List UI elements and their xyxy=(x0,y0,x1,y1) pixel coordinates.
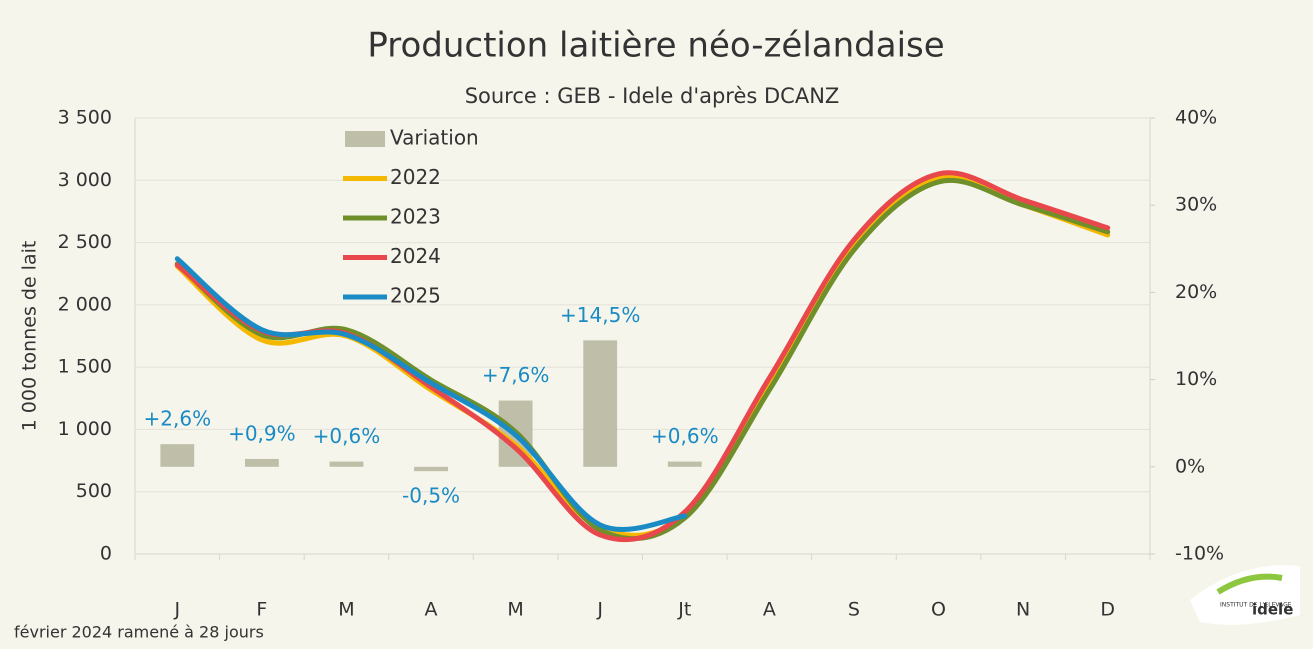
x-tick-label: M xyxy=(507,599,523,621)
y-tick-label: 1 500 xyxy=(58,356,112,378)
legend-label: Variation xyxy=(390,126,479,150)
y-tick-label: 3 500 xyxy=(58,107,112,129)
legend-label: 2023 xyxy=(390,205,441,229)
y-tick-label: 2 500 xyxy=(58,231,112,253)
legend-label: 2022 xyxy=(390,165,441,189)
data-label: +14,5% xyxy=(560,303,640,327)
y2-tick-label: 30% xyxy=(1175,194,1217,216)
x-tick-label: J xyxy=(173,599,180,621)
data-label: +0,9% xyxy=(228,421,296,445)
y2-tick-label: -10% xyxy=(1175,543,1224,565)
bar xyxy=(583,340,618,467)
line xyxy=(174,256,688,532)
x-tick-label: S xyxy=(848,599,860,621)
logo: INSTITUT DE L'ELEVAGE idele xyxy=(1190,565,1300,625)
data-label: +0,6% xyxy=(313,424,381,448)
bar xyxy=(414,466,448,472)
bar xyxy=(667,461,702,467)
bar xyxy=(244,458,279,467)
chart-title: Production laitière néo-zélandaise xyxy=(367,26,944,66)
x-tick-label: F xyxy=(256,599,267,621)
legend-swatch xyxy=(345,131,385,147)
y2-tick-label: 0% xyxy=(1175,455,1205,477)
x-tick-label: O xyxy=(931,599,946,621)
data-label: +2,6% xyxy=(144,407,212,431)
x-tick-label: M xyxy=(338,599,354,621)
chart-subtitle: Source : GEB - Idele d'après DCANZ xyxy=(465,84,840,108)
logo-swoosh xyxy=(1216,573,1283,595)
y-tick-label: 2 000 xyxy=(58,293,112,315)
x-tick-label: D xyxy=(1100,599,1115,621)
legend-label: 2025 xyxy=(390,284,441,308)
y-tick-label: 500 xyxy=(76,480,112,502)
y-axis-label: 1 000 tonnes de lait xyxy=(19,241,41,432)
logo-name: idele xyxy=(1252,601,1293,619)
logo-top: INSTITUT DE L'ELEVAGE xyxy=(1220,602,1292,609)
x-tick-label: N xyxy=(1016,599,1030,621)
footnote: février 2024 ramené à 28 jours xyxy=(14,623,264,642)
logo-shape xyxy=(1190,565,1300,625)
legend-label: 2024 xyxy=(390,244,441,268)
y-tick-label: 3 000 xyxy=(58,169,112,191)
bar xyxy=(160,444,195,467)
x-tick-label: J xyxy=(596,599,603,621)
y-tick-label: 1 000 xyxy=(58,418,112,440)
bar xyxy=(329,461,364,467)
y2-tick-label: 20% xyxy=(1175,281,1217,303)
x-tick-label: Jt xyxy=(677,599,691,621)
data-label: +7,6% xyxy=(482,363,550,387)
x-tick-label: A xyxy=(425,599,438,621)
y-tick-label: 0 xyxy=(100,543,112,565)
x-tick-label: A xyxy=(763,599,776,621)
y2-tick-label: 40% xyxy=(1175,107,1217,129)
y2-tick-label: 10% xyxy=(1175,368,1217,390)
data-label: -0,5% xyxy=(402,484,460,508)
data-label: +0,6% xyxy=(651,424,719,448)
